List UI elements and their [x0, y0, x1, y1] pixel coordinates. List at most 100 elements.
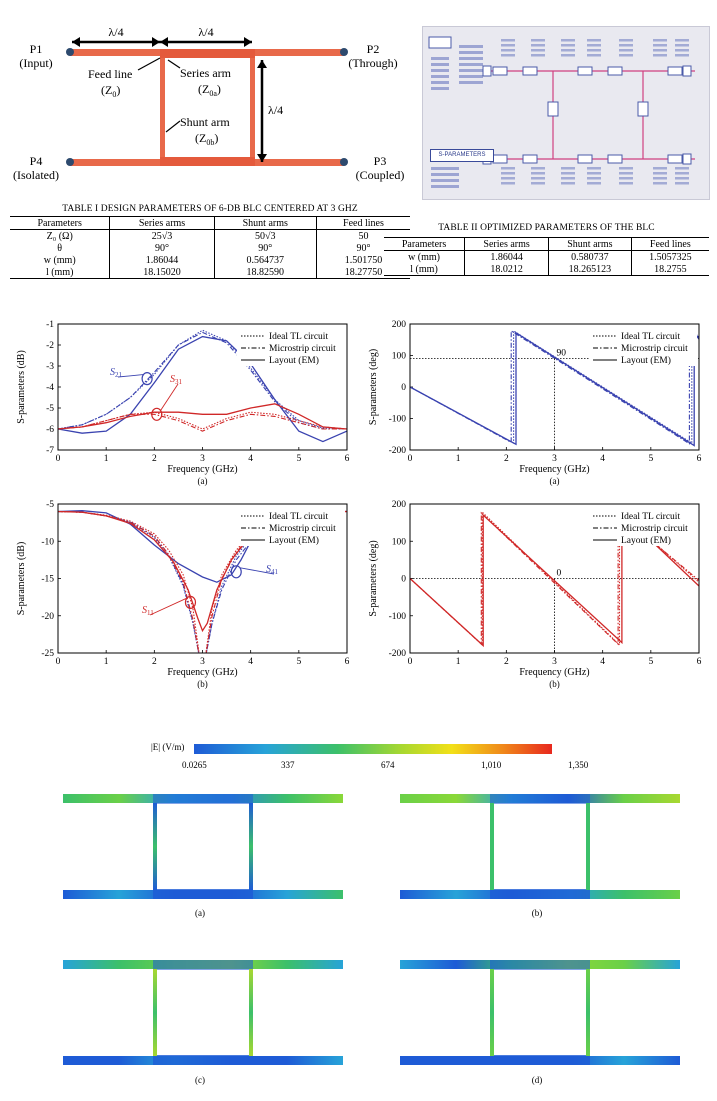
y-tick-label: -10 [41, 537, 54, 547]
ads-block [428, 36, 452, 49]
table-cell: 0.564737 [213, 254, 317, 266]
ads-text [431, 179, 459, 182]
feed-line-label: Feed line [88, 67, 132, 81]
annotation-pointer [117, 374, 144, 378]
table-cell: w (mm) [43, 254, 76, 266]
table-cell: 25√3 [109, 229, 215, 242]
y-tick-label: -100 [389, 415, 407, 425]
ads-text [561, 54, 575, 57]
x-axis-label: Frequency (GHz) [167, 667, 237, 678]
shunt-arm-left [160, 49, 165, 166]
ads-tline [547, 101, 559, 117]
y-tick-label: 200 [392, 320, 407, 330]
ads-text [531, 44, 545, 47]
y-tick-label: -1 [46, 320, 54, 330]
ads-text [619, 39, 633, 42]
field-caption-a: (a) [195, 908, 205, 918]
x-tick-label: 0 [408, 657, 413, 667]
ads-text [587, 49, 601, 52]
ads-text [653, 182, 667, 185]
ads-text [675, 39, 689, 42]
table-header: Parameters [37, 217, 82, 229]
table-header: Series arms [464, 237, 549, 251]
y-tick-label: -4 [46, 383, 54, 393]
lambda-arrow-series-head [244, 37, 252, 47]
colorbar-ticks: 0.0265 337 674 1,010 1,350 [168, 760, 588, 772]
x-tick-label: 2 [504, 454, 509, 464]
ads-text [531, 49, 545, 52]
table-row: Z₀ (Ω) 25√3 50√3 50 [10, 229, 410, 242]
ads-text [561, 44, 575, 47]
x-axis-label: Frequency (GHz) [519, 667, 589, 678]
ads-text [653, 167, 667, 170]
ads-text [619, 44, 633, 47]
ads-text [561, 172, 575, 175]
ads-text [459, 69, 483, 72]
lambda-arrow-feed-head [152, 37, 160, 47]
series-line-S31-microstrip [58, 413, 347, 432]
ads-text [501, 39, 515, 42]
ads-text [587, 39, 601, 42]
ads-tline [637, 101, 649, 117]
table1: Parameters Series arms Shunt arms Feed line… [10, 216, 410, 279]
ads-text [587, 172, 601, 175]
ads-tline [577, 66, 593, 76]
ads-text [501, 49, 515, 52]
colorbar-tick-label: 674 [381, 760, 395, 770]
ads-text [619, 49, 633, 52]
ads-text [431, 81, 449, 84]
table-cell: 18.82590 [213, 266, 317, 279]
legend: Ideal TL circuit Microstrip circuitLayout… [237, 508, 345, 546]
ads-text [459, 63, 483, 66]
chart-caption: (b) [549, 679, 560, 689]
annotation-circle [230, 565, 242, 579]
y-axis-label: S-parameters (dB) [16, 350, 27, 424]
ads-text [531, 54, 545, 57]
x-tick-label: 4 [248, 657, 253, 667]
field-shunt-arm-left [490, 969, 494, 1056]
ads-text [431, 87, 449, 90]
table-header: Parameters [401, 238, 447, 250]
port-p1-role: (Input) [19, 56, 52, 70]
ads-text [675, 54, 689, 57]
ads-text [459, 81, 483, 84]
series-line-S21-em [58, 335, 347, 443]
ads-text [431, 63, 449, 66]
ads-tline [607, 154, 623, 164]
y-tick-label: -200 [389, 446, 407, 456]
table-cell: 50 [315, 229, 410, 242]
table-cell: 18.15020 [109, 266, 215, 279]
plot-frame [57, 323, 348, 451]
legend: Ideal TL circuit Microstrip circuitLayout… [589, 328, 697, 366]
x-tick-label: 1 [104, 657, 109, 667]
x-tick-label: 5 [296, 454, 301, 464]
port-p1-label: P1 [30, 42, 43, 56]
y-tick-label: -7 [46, 446, 54, 456]
x-tick-label: 3 [552, 657, 557, 667]
blc-schematic: λ/4 λ/4 λ/4 P1(Input) P2(Through) P3(Coupled)… [13, 25, 405, 182]
ads-text [431, 69, 449, 72]
ads-text [501, 167, 515, 170]
table-cell: l (mm) [410, 263, 438, 275]
ads-tline [522, 154, 538, 164]
lambda-arrow-feed-head [72, 37, 80, 47]
table-cell: 18.0212 [464, 263, 549, 276]
legend-entry: Ideal TL circuit [621, 512, 680, 522]
chart-caption: (a) [550, 476, 560, 486]
y-tick-label: 100 [392, 352, 407, 362]
x-tick-label: 2 [152, 657, 157, 667]
series-pointer [167, 59, 181, 69]
port-p4-role: (Isolated) [13, 168, 59, 182]
field-series-arm-top [490, 960, 590, 970]
table-cell: 1.5057325 [630, 250, 709, 263]
legend-entry: Microstrip circuit [621, 524, 688, 534]
port-p3-role: (Coupled) [356, 168, 405, 182]
x-tick-label: 3 [552, 454, 557, 464]
ads-text [561, 39, 575, 42]
plot-frame [409, 503, 700, 654]
annotation-label: S11 [142, 605, 154, 617]
table-row: w (mm) 1.86044 0.564737 1.501750 [10, 254, 410, 266]
port-dot [66, 158, 74, 166]
ads-tline [492, 66, 508, 76]
x-axis-label: Frequency (GHz) [167, 464, 237, 475]
